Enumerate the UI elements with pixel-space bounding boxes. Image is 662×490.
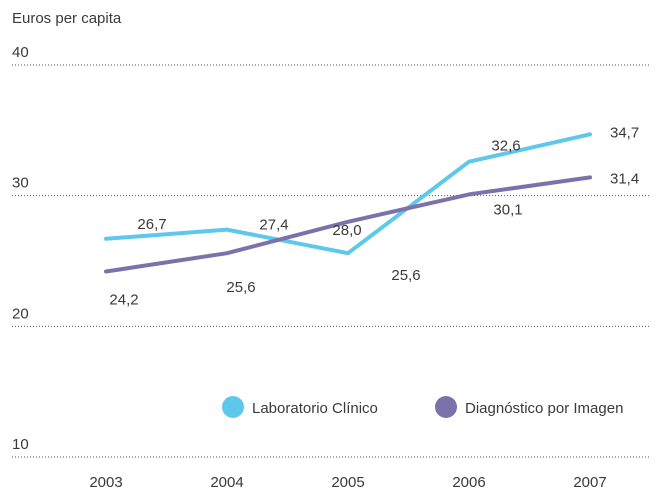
data-label: 34,7 (610, 124, 639, 141)
grid-lines (12, 64, 650, 458)
x-tick-label: 2003 (89, 474, 122, 490)
data-label: 26,7 (137, 216, 166, 233)
data-label: 30,1 (493, 201, 522, 218)
y-tick-label: 20 (12, 305, 29, 322)
data-label: 24,2 (109, 291, 138, 308)
y-tick-labels: 40 30 20 10 (12, 44, 29, 453)
legend-swatch (435, 396, 457, 418)
data-label: 25,6 (226, 279, 255, 296)
legend-swatch (222, 396, 244, 418)
y-tick-label: 10 (12, 436, 29, 453)
x-tick-label: 2006 (452, 474, 485, 490)
series-line-0 (104, 132, 592, 256)
legend-label: Laboratorio Clínico (252, 400, 378, 417)
legend-label: Diagnóstico por Imagen (465, 400, 623, 417)
x-tick-label: 2005 (331, 474, 364, 490)
y-axis-title: Euros per capita (12, 10, 122, 27)
y-tick-label: 40 (12, 44, 29, 61)
series-lines (104, 132, 592, 274)
data-label: 27,4 (259, 217, 288, 234)
x-tick-label: 2007 (573, 474, 606, 490)
y-tick-label: 30 (12, 175, 29, 192)
series-line-1 (104, 175, 592, 274)
legend: Laboratorio Clínico Diagnóstico por Image… (222, 396, 623, 418)
data-label: 31,4 (610, 170, 639, 187)
data-labels: 26,7 27,4 25,6 32,6 34,7 24,2 25,6 28,0 30,1 31,4 (109, 124, 639, 308)
data-label: 28,0 (332, 222, 361, 239)
data-label: 25,6 (391, 267, 420, 284)
x-tick-labels: 2003 2004 2005 2006 2007 (89, 474, 606, 490)
x-tick-label: 2004 (210, 474, 243, 490)
data-label: 32,6 (491, 138, 520, 155)
